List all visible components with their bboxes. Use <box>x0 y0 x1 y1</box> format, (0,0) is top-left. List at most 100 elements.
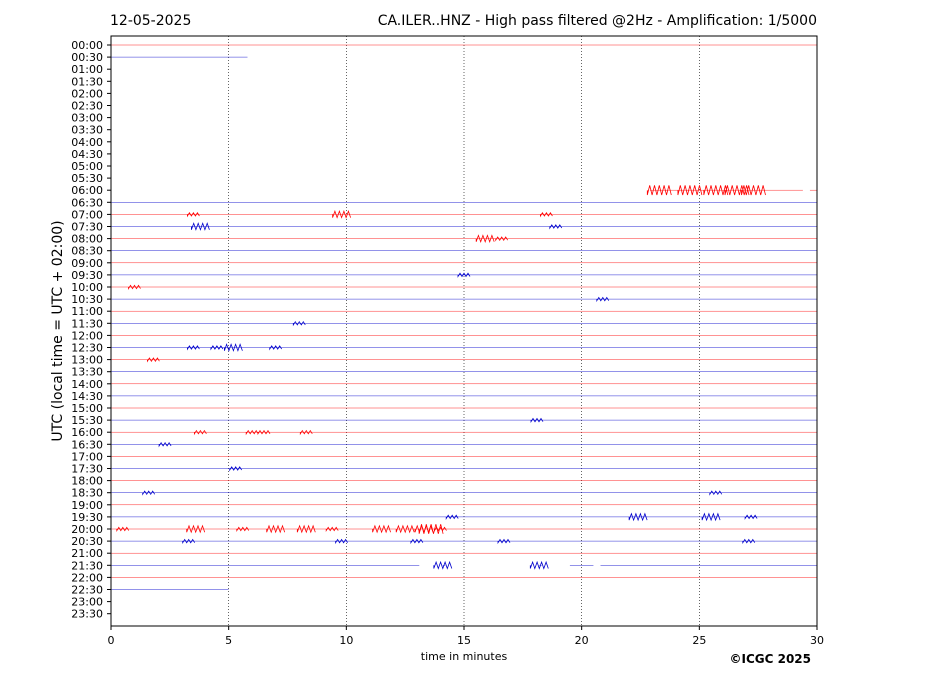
date-label: 12-05-2025 <box>110 13 191 29</box>
seismic-event <box>741 185 766 196</box>
seismic-event <box>128 284 141 291</box>
y-tick-label: 21:30 <box>71 559 103 572</box>
y-tick-label: 06:30 <box>71 196 103 209</box>
x-tick-label: 30 <box>810 634 824 647</box>
y-tick-label: 15:30 <box>71 414 103 427</box>
y-tick-label: 20:00 <box>71 523 103 536</box>
seismic-event <box>475 234 495 244</box>
y-tick-label: 03:00 <box>71 112 103 125</box>
seismic-event <box>223 343 243 352</box>
seismic-event <box>677 185 703 196</box>
y-tick-label: 17:00 <box>71 450 103 463</box>
y-tick-label: 18:00 <box>71 475 103 488</box>
y-tick-label: 22:00 <box>71 571 103 584</box>
x-tick-label: 25 <box>692 634 706 647</box>
x-axis-label: time in minutes <box>421 650 508 663</box>
y-tick-label: 04:30 <box>71 148 103 161</box>
y-tick-label: 18:30 <box>71 487 103 500</box>
seismic-traces <box>111 44 817 590</box>
vertical-gridlines <box>228 36 700 626</box>
y-tick-label: 10:00 <box>71 281 103 294</box>
seismic-event <box>142 490 156 496</box>
seismic-event <box>539 212 553 218</box>
y-tick-label: 05:00 <box>71 160 103 173</box>
seismic-event <box>701 512 721 522</box>
seismic-event <box>158 441 172 448</box>
seismic-event <box>744 514 758 520</box>
seismic-event <box>410 538 424 545</box>
y-tick-label: 23:30 <box>71 608 103 621</box>
seismic-event <box>229 466 243 472</box>
seismic-event <box>530 417 544 424</box>
seismic-event <box>549 224 563 230</box>
plot-frame <box>110 35 818 627</box>
x-tick-label: 10 <box>339 634 353 647</box>
seismic-event <box>193 429 207 436</box>
y-tick-label: 16:00 <box>71 426 103 439</box>
y-tick-label: 03:30 <box>71 124 103 137</box>
y-tick-label: 02:00 <box>71 87 103 100</box>
seismic-event <box>596 296 610 303</box>
y-tick-label: 01:00 <box>71 63 103 76</box>
seismic-event <box>628 512 648 522</box>
y-tick-label: 21:00 <box>71 547 103 560</box>
y-tick-label: 00:00 <box>71 39 103 52</box>
seismic-event <box>457 272 471 278</box>
seismic-event <box>703 185 729 196</box>
seismic-event <box>724 185 750 196</box>
seismic-event <box>146 357 160 363</box>
x-tick-label: 15 <box>457 634 471 647</box>
seismic-event <box>266 524 286 534</box>
seismic-event <box>116 526 130 532</box>
seismic-event <box>236 526 250 532</box>
y-tick-label: 11:30 <box>71 317 103 330</box>
seismic-event <box>332 209 351 219</box>
y-tick-label: 19:00 <box>71 499 103 512</box>
y-tick-label: 10:30 <box>71 293 103 306</box>
x-tick-label: 5 <box>225 634 232 647</box>
y-tick-label: 08:00 <box>71 233 103 246</box>
seismic-event <box>325 526 339 533</box>
chart-title: CA.ILER..HNZ - High pass filtered @2Hz -… <box>378 13 817 29</box>
seismic-event <box>257 429 271 436</box>
y-tick-label: 15:00 <box>71 402 103 415</box>
seismic-event <box>418 524 444 534</box>
seismic-event <box>182 538 196 545</box>
y-tick-label: 02:30 <box>71 100 103 113</box>
y-tick-label: 04:00 <box>71 136 103 149</box>
y-tick-label: 01:30 <box>71 75 103 88</box>
y-tick-label: 12:30 <box>71 342 103 355</box>
seismic-event <box>296 524 316 534</box>
y-tick-label: 00:30 <box>71 51 103 64</box>
y-tick-label: 14:00 <box>71 378 103 391</box>
copyright-label: ©ICGC 2025 <box>729 652 811 666</box>
seismic-event <box>434 526 447 532</box>
seismic-event <box>335 538 348 545</box>
x-tick-label: 20 <box>575 634 589 647</box>
seismic-event <box>191 222 210 231</box>
seismic-event <box>495 236 509 242</box>
seismic-event <box>186 345 200 351</box>
y-tick-label: 13:30 <box>71 366 103 379</box>
seismic-event <box>210 345 224 351</box>
y-tick-label: 14:30 <box>71 390 103 403</box>
seismic-event <box>709 490 723 496</box>
x-tick-label: 0 <box>108 634 115 647</box>
seismic-event <box>529 560 549 570</box>
seismic-event <box>742 538 756 545</box>
seismic-event <box>186 524 206 534</box>
seismic-event <box>372 524 391 534</box>
seismic-event <box>433 560 453 570</box>
seismic-event <box>245 429 259 436</box>
y-tick-label: 08:30 <box>71 245 103 258</box>
y-tick-label: 05:30 <box>71 172 103 185</box>
y-tick-label: 07:30 <box>71 221 103 234</box>
seismic-event <box>186 212 200 218</box>
seismic-event <box>497 538 511 545</box>
seismic-event <box>299 429 313 436</box>
seismic-event <box>395 524 415 534</box>
y-tick-label: 20:30 <box>71 535 103 548</box>
y-tick-label: 17:30 <box>71 463 103 476</box>
y-tick-label: 09:00 <box>71 257 103 270</box>
y-tick-label: 12:00 <box>71 329 103 342</box>
